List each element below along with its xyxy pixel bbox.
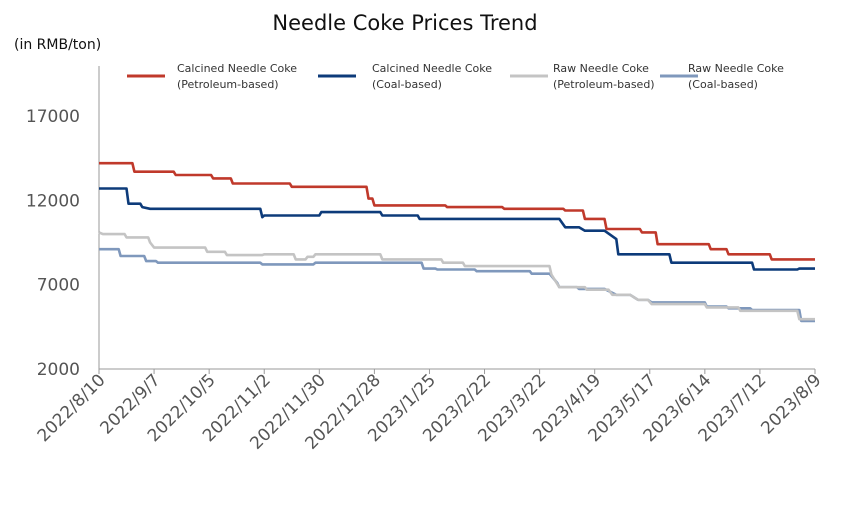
legend-label: (Petroleum-based) — [553, 78, 655, 91]
legend-label: Calcined Needle Coke — [177, 62, 297, 75]
legend: Calcined Needle Coke(Petroleum-based)Cal… — [127, 62, 784, 91]
legend-item: Calcined Needle Coke (Coal-based) — [318, 62, 492, 91]
y-tick-label: 2000 — [37, 360, 80, 380]
legend-label: (Petroleum-based) — [177, 78, 279, 91]
legend-label: Calcined Needle Coke — [372, 62, 492, 75]
legend-item: Raw Needle Coke (Coal-based) — [660, 62, 784, 91]
x-tick-label: 2022/8/10 — [34, 370, 110, 446]
legend-label: (Coal-based) — [372, 78, 442, 91]
unit-label: (in RMB/ton) — [14, 37, 101, 53]
legend-item: Raw Needle Coke (Petroleum-based) — [510, 62, 655, 91]
chart-title: Needle Coke Prices Trend — [272, 11, 537, 35]
legend-label: (Coal-based) — [688, 78, 758, 91]
y-tick-label: 7000 — [37, 276, 80, 296]
x-tick-label: 2023/8/9 — [757, 370, 825, 438]
y-tick-label: 12000 — [26, 191, 80, 211]
legend-label: Raw Needle Coke — [688, 62, 784, 75]
series-line — [98, 231, 815, 321]
legend-label: Raw Needle Coke — [553, 62, 649, 75]
series-line — [99, 187, 815, 271]
y-tick-label: 17000 — [26, 107, 80, 127]
y-axis: 2000 7000 12000 17000 — [26, 66, 100, 380]
legend-item: Calcined Needle Coke (Petroleum-based) — [127, 62, 297, 91]
series-line — [99, 161, 815, 261]
plot-lines — [98, 161, 815, 323]
x-axis: 2022/8/102022/9/72022/10/52022/11/22022/… — [34, 368, 826, 454]
series-line — [99, 247, 815, 323]
